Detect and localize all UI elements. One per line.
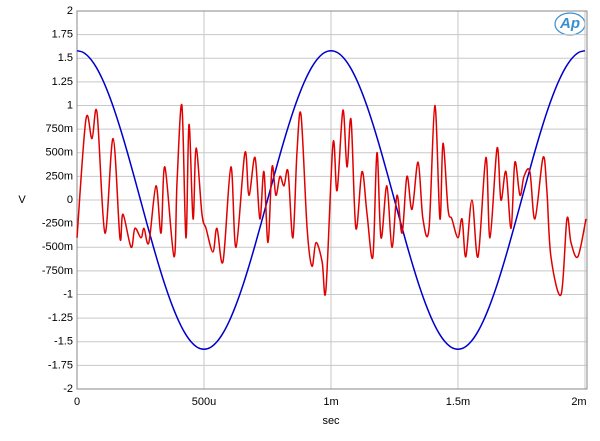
y-tick-label: -2 [63, 383, 73, 395]
x-tick-label: 0 [74, 396, 80, 408]
y-tick-label: 750m [45, 123, 73, 135]
trace [76, 49, 586, 351]
y-axis-label: V [18, 194, 26, 206]
y-tick-label: 250m [45, 170, 73, 182]
y-tick-label: -750m [42, 265, 73, 277]
trace [76, 103, 587, 297]
y-tick-label: -500m [42, 241, 73, 253]
y-tick-label: -1.5 [54, 336, 73, 348]
y-tick-label: -1 [63, 288, 73, 300]
x-tick-label: 2m [571, 396, 586, 408]
logo: Ap [559, 15, 580, 32]
x-tick-label: 1.5m [446, 396, 470, 408]
y-tick-label: 1.25 [52, 76, 73, 88]
x-tick-label: 1m [323, 396, 338, 408]
x-axis-label: sec [322, 415, 340, 427]
plot-border [76, 10, 588, 390]
y-tick-label: 500m [45, 147, 73, 159]
x-tick-label: 500u [192, 396, 216, 408]
y-tick-label: 1.75 [52, 29, 73, 41]
y-tick-label: 2 [67, 5, 73, 17]
y-tick-label: -1.75 [48, 359, 73, 371]
y-tick-label: 0 [67, 194, 73, 206]
y-tick-label: -1.25 [48, 312, 73, 324]
y-tick-label: 1 [67, 99, 73, 111]
y-tick-label: 1.5 [58, 52, 73, 64]
y-tick-label: -250m [42, 218, 73, 230]
